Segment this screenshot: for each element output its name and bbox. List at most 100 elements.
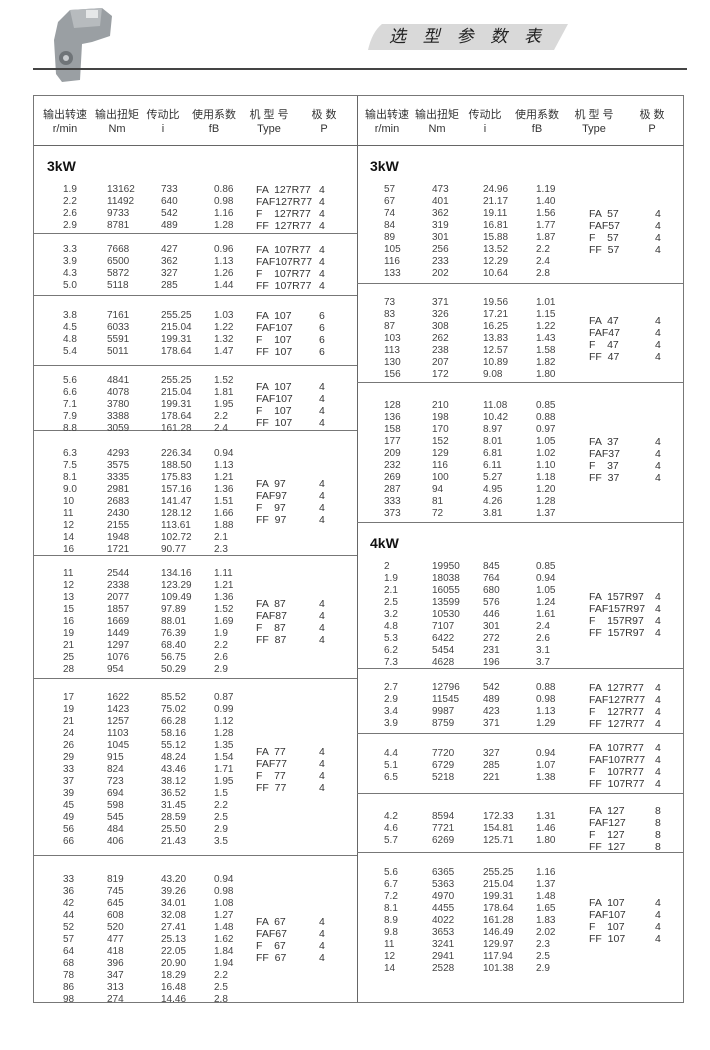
type-row: FF 97 4 [256, 514, 325, 526]
ratio: 221 [483, 772, 500, 783]
ratio: 38.12 [161, 776, 187, 787]
table-row: 89 301 15.88 1.87 [357, 232, 684, 244]
model-type: FAF127 [589, 817, 626, 829]
type-row: F 77 4 [256, 770, 325, 782]
output-speed: 14 [384, 963, 396, 974]
table-row: 133 202 10.64 2.8 [357, 268, 684, 280]
model-group: 11 2544 134.16 1.11 12 2338 123.29 1.21 13 2077 10… [34, 556, 357, 679]
model-type: FF 97 [256, 514, 287, 526]
service-factor: 2.3 [214, 544, 228, 555]
ratio: 6.81 [483, 448, 503, 459]
service-factor: 2.8 [214, 994, 228, 1005]
ratio: 640 [161, 196, 178, 207]
data-rows: 5.6 6365 255.25 1.16 6.7 5363 215.04 1.37 7.2 497… [357, 867, 684, 975]
service-factor: 1.71 [214, 764, 234, 775]
output-torque: 371 [432, 297, 449, 308]
model-type: FA 107R77 [589, 742, 644, 754]
output-speed: 78 [63, 970, 75, 981]
table-row: 156 172 9.08 1.80 [357, 369, 684, 381]
service-factor: 1.38 [536, 772, 556, 783]
ratio: 16.25 [483, 321, 509, 332]
output-speed: 84 [384, 220, 396, 231]
output-torque: 6269 [432, 835, 455, 846]
output-speed: 36 [63, 886, 75, 897]
table-row: 19 1449 76.39 1.9 [34, 628, 357, 640]
output-speed: 2.1 [384, 585, 398, 596]
output-speed: 1.9 [384, 573, 398, 584]
pole-count: 4 [319, 610, 325, 622]
model-type: FAF127R77 [256, 196, 313, 208]
output-torque: 608 [107, 910, 124, 921]
service-factor: 1.07 [536, 760, 556, 771]
output-torque: 3780 [107, 399, 130, 410]
type-row: F 87 4 [256, 622, 325, 634]
pole-count: 4 [655, 351, 661, 363]
ratio: 255.25 [483, 867, 514, 878]
output-speed: 66 [63, 836, 75, 847]
output-torque: 301 [432, 232, 449, 243]
ratio: 371 [483, 718, 500, 729]
table-row: 6.3 4293 226.34 0.94 [34, 448, 357, 460]
power-title: 4kW [370, 535, 399, 551]
table-row: 11 3241 129.97 2.3 [357, 939, 684, 951]
output-torque: 1857 [107, 604, 130, 615]
pole-count: 4 [319, 268, 325, 280]
output-speed: 7.2 [384, 891, 398, 902]
service-factor: 2.2 [214, 411, 228, 422]
table-row: 36 745 39.26 0.98 [34, 886, 357, 898]
pole-count: 4 [319, 514, 325, 526]
service-factor: 1.27 [214, 910, 234, 921]
ratio: 199.31 [483, 891, 514, 902]
output-torque: 19950 [432, 561, 460, 572]
data-rows: 4.4 7720 327 0.94 5.1 6729 285 1.07 6.5 5218 221 1.… [357, 748, 684, 784]
output-torque: 6365 [432, 867, 455, 878]
output-speed: 333 [384, 496, 401, 507]
service-factor: 1.47 [214, 346, 234, 357]
ratio: 27.41 [161, 922, 187, 933]
output-speed: 4.5 [63, 322, 77, 333]
model-type: F 107 [256, 334, 292, 346]
output-speed: 15 [63, 604, 75, 615]
service-factor: 1.9 [214, 628, 228, 639]
type-row: FA 107 4 [256, 381, 325, 393]
output-speed: 10 [63, 496, 75, 507]
table-row: 78 347 18.29 2.2 [34, 970, 357, 982]
type-row: FF 157R97 4 [589, 627, 661, 639]
output-speed: 7.9 [63, 411, 77, 422]
service-factor: 1.84 [214, 946, 234, 957]
pole-count: 4 [655, 208, 661, 220]
output-speed: 57 [63, 934, 75, 945]
output-torque: 81 [432, 496, 444, 507]
output-torque: 202 [432, 268, 449, 279]
pole-count: 4 [655, 627, 661, 639]
type-row: FAF87 4 [256, 610, 325, 622]
ratio: 21.17 [483, 196, 509, 207]
output-torque: 313 [107, 982, 124, 993]
service-factor: 2.6 [214, 652, 228, 663]
ratio: 14.46 [161, 994, 187, 1005]
type-row: FF 47 4 [589, 351, 661, 363]
model-type: FF 37 [589, 472, 620, 484]
model-group: 73 371 19.56 1.01 83 326 17.21 1.15 87 308 16.25 1.… [357, 284, 684, 383]
service-factor: 3.5 [214, 836, 228, 847]
service-factor: 1.15 [536, 309, 556, 320]
table-row: 232 116 6.11 1.10 [357, 460, 684, 472]
output-torque: 13599 [432, 597, 460, 608]
service-factor: 1.95 [214, 399, 234, 410]
ratio: 285 [161, 280, 178, 291]
table-row: 287 94 4.95 1.20 [357, 484, 684, 496]
column-unit: r/min [374, 123, 400, 135]
output-torque: 116 [432, 460, 448, 471]
table-row: 116 233 12.29 2.4 [357, 256, 684, 268]
type-row: FF 107 4 [589, 933, 661, 945]
pole-count: 8 [655, 841, 661, 853]
pole-count: 4 [319, 208, 325, 220]
model-type: FA 157R97 [589, 591, 644, 603]
pole-count: 4 [319, 952, 325, 964]
model-group: 4.2 8594 172.33 1.31 4.6 7721 154.81 1.46 5.7 626… [357, 794, 684, 853]
table-row: 5.6 6365 255.25 1.16 [357, 867, 684, 879]
table-row: 2.5 13599 576 1.24 [357, 597, 684, 609]
table-row: 52 520 27.41 1.48 [34, 922, 357, 934]
output-speed: 57 [384, 184, 396, 195]
table-row: 11 2430 128.12 1.66 [34, 508, 357, 520]
